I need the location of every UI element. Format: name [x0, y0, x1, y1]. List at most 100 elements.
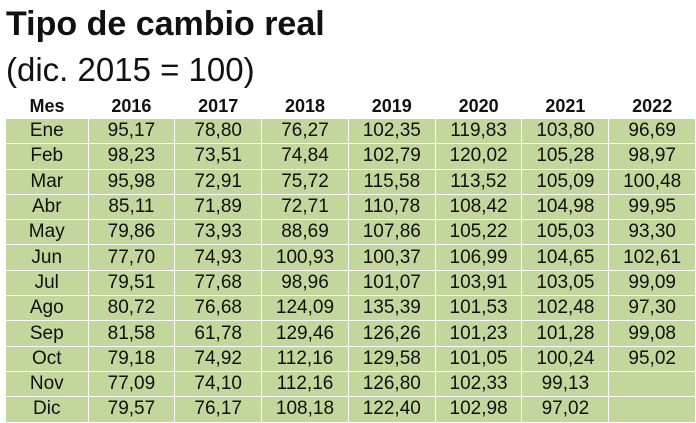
value-cell: 71,89: [174, 194, 263, 221]
value-cell: 101,05: [435, 346, 523, 372]
value-cell: 95,98: [88, 169, 176, 195]
table-row: Oct 79,18 74,92 112,16 129,58 101,05 100,24 95,…: [6, 346, 696, 372]
table-row: Abr 85,11 71,89 72,71 110,78 108,42 104,98 99,9…: [6, 194, 696, 221]
value-cell: 61,78: [174, 320, 263, 347]
value-cell: 88,69: [261, 219, 349, 246]
value-cell: 102,61: [608, 244, 696, 271]
value-cell: 77,09: [88, 371, 176, 398]
value-cell: 107,86: [348, 219, 436, 246]
value-cell: 79,18: [88, 346, 176, 372]
value-cell: 100,93: [261, 244, 349, 271]
value-cell: 98,96: [261, 270, 349, 297]
value-cell: 99,13: [521, 371, 610, 398]
column-header-mes: Mes: [6, 95, 88, 118]
value-cell: 76,17: [174, 396, 263, 423]
value-cell: 105,09: [521, 169, 610, 195]
value-cell: 122,40: [348, 396, 436, 423]
table-row: Dic 79,57 76,17 108,18 122,40 102,98 97,02: [6, 396, 696, 423]
value-cell: 104,98: [521, 194, 610, 221]
value-cell: 95,17: [88, 117, 176, 145]
value-cell: 100,24: [521, 346, 610, 372]
value-cell: 93,30: [608, 219, 696, 246]
table-row: Sep 81,58 61,78 129,46 126,26 101,23 101,28 99,…: [6, 320, 696, 347]
table-row: Ene 95,17 78,80 76,27 102,35 119,83 103,80 96,6…: [6, 117, 696, 145]
value-cell: 113,52: [435, 169, 523, 195]
value-cell: 74,93: [174, 244, 263, 271]
column-header-year: 2019: [348, 95, 436, 118]
table-row: May 79,86 73,93 88,69 107,86 105,22 105,03 93,3…: [6, 219, 696, 246]
month-cell: Feb: [6, 143, 89, 170]
month-cell: Oct: [6, 346, 89, 372]
value-cell: 95,02: [608, 346, 696, 372]
value-cell: 106,99: [435, 244, 523, 271]
column-header-year: 2016: [88, 95, 175, 118]
value-cell: 103,80: [521, 117, 610, 145]
month-cell: Jul: [6, 270, 89, 297]
value-cell: 108,42: [435, 194, 523, 221]
month-cell: Sep: [6, 320, 89, 347]
value-cell: 97,30: [608, 295, 696, 322]
value-cell: 79,86: [88, 219, 176, 246]
value-cell: 72,91: [174, 169, 263, 195]
value-cell: 101,07: [348, 270, 436, 297]
value-cell: 100,37: [348, 244, 436, 271]
value-cell: 105,28: [521, 143, 610, 170]
table-row: Jul 79,51 77,68 98,96 101,07 103,91 103,05 99,0…: [6, 270, 696, 297]
value-cell: 112,16: [261, 346, 349, 372]
value-cell: 100,48: [608, 169, 696, 195]
value-cell: 85,11: [88, 194, 176, 221]
column-header-year: 2020: [435, 95, 522, 118]
value-cell: 102,35: [348, 117, 436, 145]
value-cell: 129,58: [348, 346, 436, 372]
value-cell: 105,03: [521, 219, 610, 246]
month-cell: Dic: [6, 396, 89, 423]
value-cell: [608, 396, 696, 423]
column-header-year: 2018: [261, 95, 349, 118]
value-cell: 102,48: [521, 295, 610, 322]
page-title: Tipo de cambio real: [6, 5, 325, 43]
value-cell: 129,46: [261, 320, 349, 347]
value-cell: 102,98: [435, 396, 523, 423]
table-row: Ago 80,72 76,68 124,09 135,39 101,53 102,48 97,…: [6, 295, 696, 322]
value-cell: 126,80: [348, 371, 436, 398]
value-cell: 96,69: [608, 117, 696, 145]
value-cell: 126,26: [348, 320, 436, 347]
column-header-year: 2022: [608, 95, 696, 118]
value-cell: 98,23: [88, 143, 176, 170]
month-cell: Jun: [6, 244, 89, 271]
value-cell: 80,72: [88, 295, 176, 322]
table-header-row: Mes 2016 2017 2018 2019 2020 2021 2022: [6, 95, 696, 118]
value-cell: 102,33: [435, 371, 523, 398]
table-body: Ene 95,17 78,80 76,27 102,35 119,83 103,80 96,6…: [6, 117, 696, 423]
table-row: Mar 95,98 72,91 75,72 115,58 113,52 105,09 100,…: [6, 169, 696, 195]
month-cell: Ene: [6, 117, 89, 145]
value-cell: 102,79: [348, 143, 436, 170]
value-cell: [608, 371, 696, 398]
value-cell: 110,78: [348, 194, 436, 221]
value-cell: 103,91: [435, 270, 523, 297]
value-cell: 103,05: [521, 270, 610, 297]
month-cell: Ago: [6, 295, 89, 322]
value-cell: 99,95: [608, 194, 696, 221]
value-cell: 98,97: [608, 143, 696, 170]
value-cell: 101,53: [435, 295, 523, 322]
page-subtitle: (dic. 2015 = 100): [6, 51, 255, 88]
value-cell: 78,80: [174, 117, 263, 145]
value-cell: 101,28: [521, 320, 610, 347]
value-cell: 101,23: [435, 320, 523, 347]
exchange-rate-table: Mes 2016 2017 2018 2019 2020 2021 2022 E…: [6, 95, 696, 423]
value-cell: 115,58: [348, 169, 436, 195]
value-cell: 73,51: [174, 143, 263, 170]
month-cell: Abr: [6, 194, 89, 221]
month-cell: May: [6, 219, 89, 246]
value-cell: 104,65: [521, 244, 610, 271]
value-cell: 99,08: [608, 320, 696, 347]
value-cell: 99,09: [608, 270, 696, 297]
value-cell: 77,68: [174, 270, 263, 297]
table-row: Jun 77,70 74,93 100,93 100,37 106,99 104,65 102…: [6, 244, 696, 271]
table-row: Feb 98,23 73,51 74,84 102,79 120,02 105,28 98,9…: [6, 143, 696, 170]
value-cell: 72,71: [261, 194, 349, 221]
value-cell: 76,68: [174, 295, 263, 322]
value-cell: 79,57: [88, 396, 176, 423]
value-cell: 75,72: [261, 169, 349, 195]
